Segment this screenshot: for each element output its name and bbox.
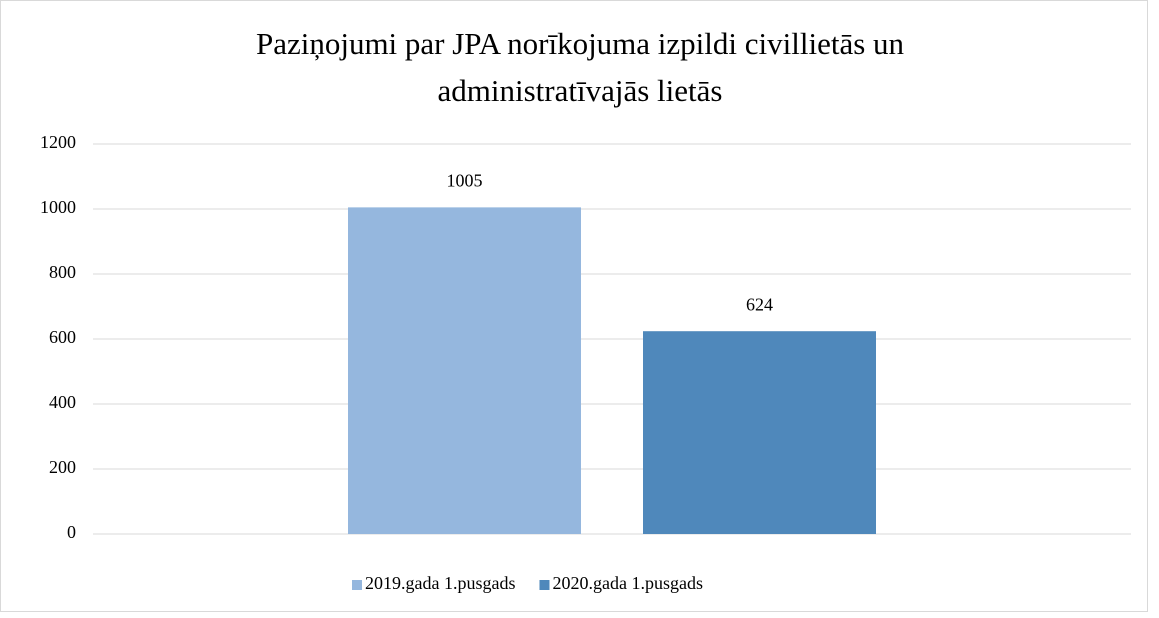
y-tick-label: 1200 [40,132,76,152]
data-label: 624 [746,294,773,314]
y-tick-label: 200 [49,457,76,477]
legend-label: 2019.gada 1.pusgads [365,573,515,593]
y-tick-label: 600 [49,327,76,347]
data-label: 1005 [447,171,483,191]
bar [643,331,876,534]
y-tick-label: 400 [49,392,76,412]
legend-label: 2020.gada 1.pusgads [552,573,702,593]
y-tick-label: 1000 [40,197,76,217]
chart-title: Paziņojumi par JPA norīkojuma izpildi ci… [255,26,905,108]
legend-swatch [539,580,550,590]
legend-swatch [352,580,362,590]
y-tick-label: 0 [67,522,76,542]
bar [348,207,581,534]
y-tick-label: 800 [49,262,76,282]
